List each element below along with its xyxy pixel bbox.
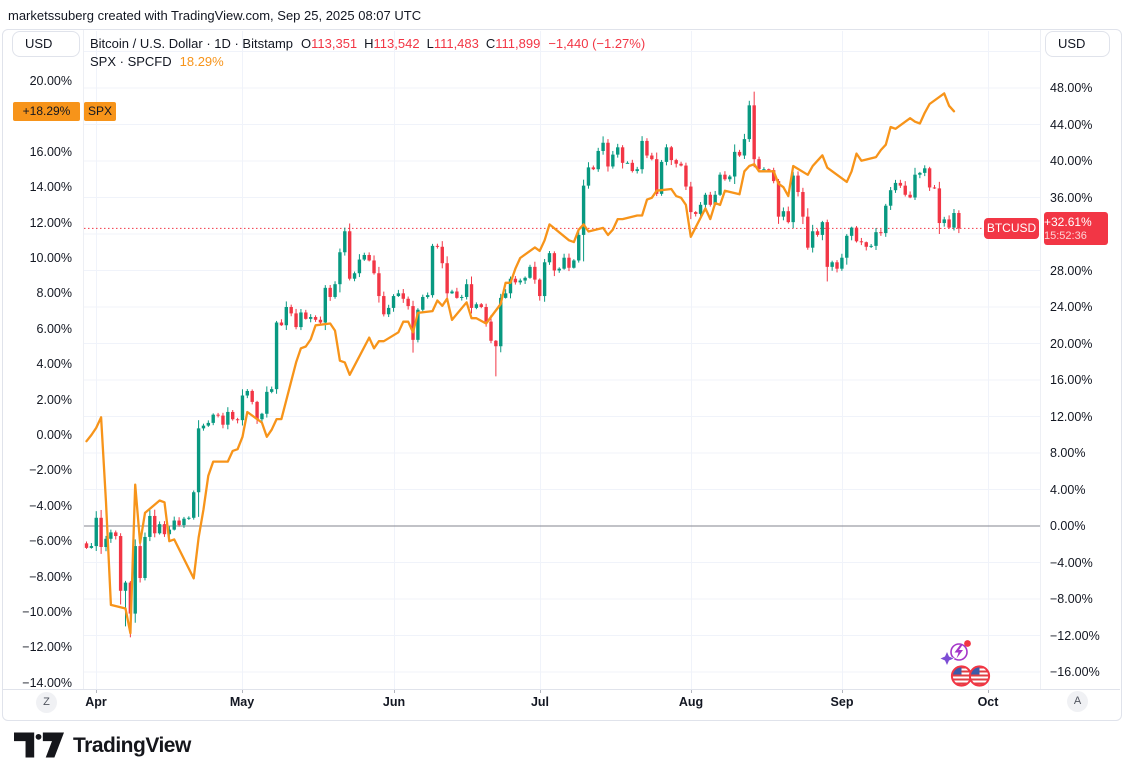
btcusd-last-price-badge: +32.61% 15:52:36 (1044, 212, 1108, 245)
us-flag-event-icon (952, 666, 971, 686)
auto-scale-button[interactable]: A (1067, 691, 1088, 712)
time-axis-month-label: Aug (678, 695, 704, 709)
right-axis-tick: 28.00% (1050, 264, 1093, 278)
bar-countdown: 15:52:36 (1044, 229, 1087, 242)
right-axis-tick: 24.00% (1050, 300, 1093, 314)
event-markers (939, 640, 991, 687)
left-price-scale-separator (83, 30, 84, 689)
compare-symbol-value: 18.29% (179, 54, 224, 69)
spx-label-badge: SPX (84, 102, 116, 121)
left-axis-tick: −2.00% (29, 463, 72, 477)
left-scale-currency-button[interactable]: USD (12, 31, 80, 57)
right-scale-currency-button[interactable]: USD (1045, 31, 1110, 57)
left-axis-tick: 4.00% (36, 357, 72, 371)
left-axis-tick: 12.00% (29, 216, 72, 230)
bar-change-value: −1,440 (−1.27%) (548, 36, 646, 51)
time-axis-month-label: Jun (382, 695, 406, 709)
left-axis-tick: −6.00% (29, 534, 72, 548)
right-axis-tick: 8.00% (1050, 446, 1086, 460)
left-axis-tick: 16.00% (29, 145, 72, 159)
right-axis-tick: −4.00% (1050, 556, 1093, 570)
time-axis-separator (3, 689, 1120, 690)
time-axis-month-label: May (229, 695, 255, 709)
tradingview-wordmark: TradingView (73, 733, 191, 757)
btcusd-label-badge: BTCUSD (984, 218, 1039, 239)
left-axis-tick: −4.00% (29, 499, 72, 513)
ohlc-values: O113,351 H113,542 L111,483 C111,899 (301, 36, 540, 52)
right-axis-tick: −12.00% (1050, 629, 1100, 643)
right-axis-tick: 16.00% (1050, 373, 1093, 387)
attribution-text: marketssuberg created with TradingView.c… (8, 8, 422, 23)
right-price-scale-separator (1040, 30, 1041, 689)
ohlc-h-value: H113,542 (364, 36, 420, 51)
right-axis-tick: 36.00% (1050, 191, 1093, 205)
btcusd-last-value: +32.61% (1044, 214, 1092, 229)
symbol-title: Bitcoin / U.S. Dollar · 1D · Bitstamp (90, 36, 293, 51)
spx-last-value-badge: +18.29% (13, 102, 80, 121)
time-axis-month-label: Apr (85, 695, 107, 709)
ohlc-o-value: O113,351 (301, 36, 358, 51)
tradingview-logo-icon (14, 732, 64, 758)
left-axis-tick: −10.00% (22, 605, 72, 619)
compare-symbol-title: SPX · SPCFD (90, 54, 172, 69)
right-axis-tick: 40.00% (1050, 154, 1093, 168)
left-axis-tick: 8.00% (36, 286, 72, 300)
left-axis-tick: 0.00% (36, 428, 72, 442)
ohlc-l-value: L111,483 (426, 36, 479, 51)
left-axis-tick: 20.00% (29, 74, 72, 88)
right-axis-tick: 44.00% (1050, 118, 1093, 132)
left-axis-tick: 14.00% (29, 180, 72, 194)
time-axis-month-label: Sep (830, 695, 854, 709)
right-axis-tick: −16.00% (1050, 665, 1100, 679)
right-axis-tick: 12.00% (1050, 410, 1093, 424)
right-axis-tick: 4.00% (1050, 483, 1086, 497)
left-axis-tick: 2.00% (36, 393, 72, 407)
right-axis-tick: −8.00% (1050, 592, 1093, 606)
left-axis-tick: −8.00% (29, 570, 72, 584)
time-axis-month-label: Jul (530, 695, 550, 709)
legend-row-spx[interactable]: SPX · SPCFD 18.29% (90, 54, 645, 70)
tradingview-logo[interactable]: TradingView (14, 732, 191, 759)
left-axis-tick: 10.00% (29, 251, 72, 265)
zoom-out-button[interactable]: Z (36, 692, 57, 713)
right-axis-tick: 48.00% (1050, 81, 1093, 95)
time-axis-month-label: Oct (977, 695, 999, 709)
left-axis-tick: 6.00% (36, 322, 72, 336)
left-axis-tick: −14.00% (22, 676, 72, 690)
ohlc-c-value: C111,899 (485, 36, 541, 51)
right-axis-tick: 0.00% (1050, 519, 1086, 533)
us-flag-event-icon (970, 666, 989, 686)
left-axis-tick: −12.00% (22, 640, 72, 654)
right-axis-tick: 20.00% (1050, 337, 1093, 351)
legend: Bitcoin / U.S. Dollar · 1D · Bitstamp O1… (90, 36, 645, 70)
legend-row-btcusd[interactable]: Bitcoin / U.S. Dollar · 1D · Bitstamp O1… (90, 36, 645, 52)
